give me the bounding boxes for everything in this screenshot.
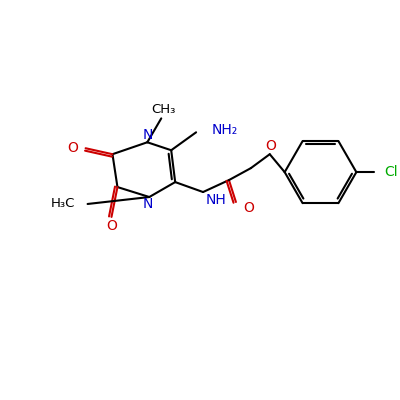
- Text: O: O: [67, 141, 78, 155]
- Text: Cl: Cl: [384, 165, 398, 179]
- Text: O: O: [106, 219, 117, 233]
- Text: N: N: [142, 197, 152, 211]
- Text: O: O: [243, 201, 254, 215]
- Text: N: N: [142, 128, 152, 142]
- Text: CH₃: CH₃: [151, 103, 176, 116]
- Text: NH: NH: [206, 193, 227, 207]
- Text: O: O: [265, 139, 276, 153]
- Text: NH₂: NH₂: [212, 123, 238, 137]
- Text: H₃C: H₃C: [50, 198, 75, 210]
